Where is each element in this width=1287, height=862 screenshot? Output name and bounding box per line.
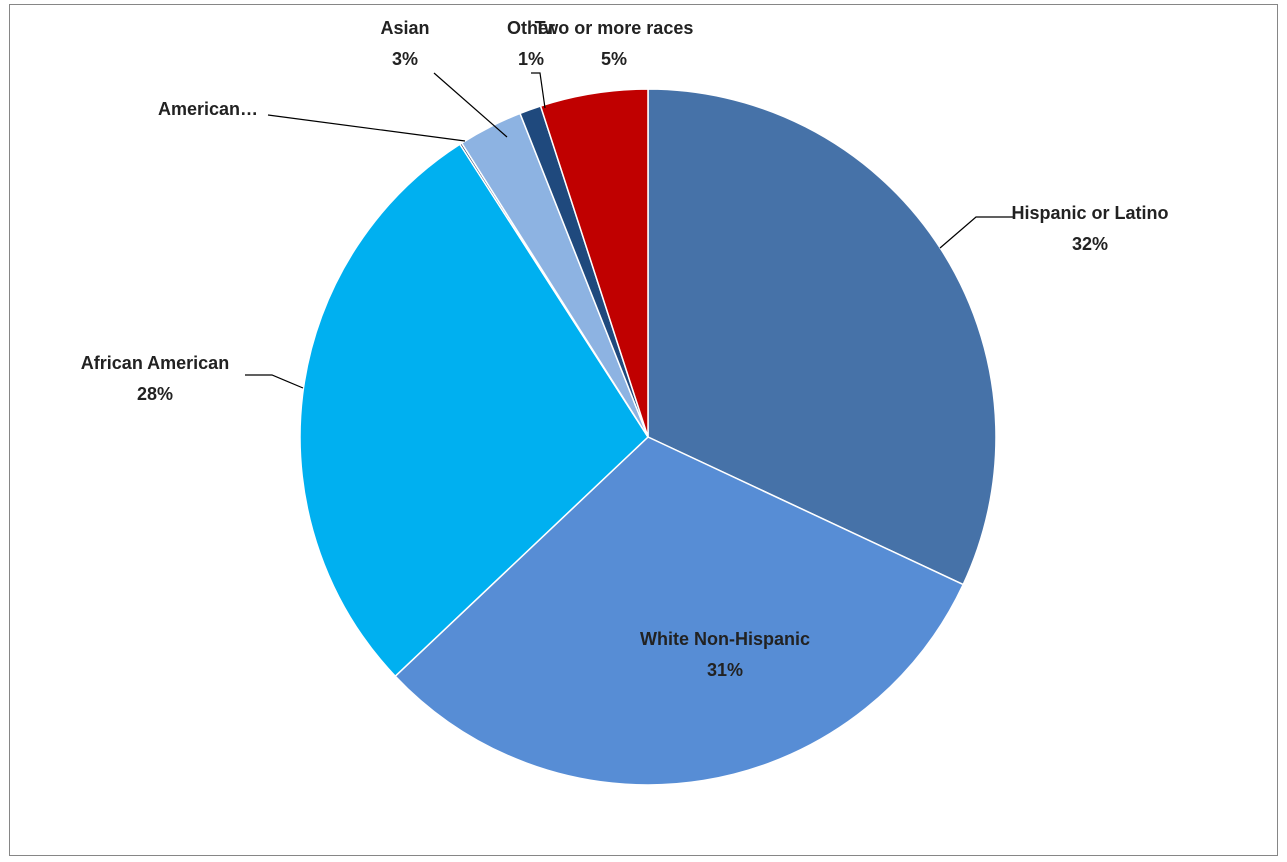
data-label-white-non-hispanic: White Non-Hispanic 31%	[640, 629, 810, 680]
data-label-american: American…	[158, 99, 258, 119]
data-label-other: Other 1%	[507, 18, 555, 69]
pie-slices	[299, 88, 997, 786]
leader-line-asian	[433, 72, 508, 138]
leader-line-american	[267, 114, 466, 142]
chart-area: Hispanic or Latino 32% White Non-Hispanic 3…	[9, 4, 1278, 856]
leader-lines	[245, 72, 1014, 389]
data-label-african-american: African American 28%	[81, 353, 229, 404]
pie-slice-african-american	[299, 143, 649, 678]
leader-line-hispanic-or-latino	[939, 216, 1014, 249]
data-label-asian: Asian 3%	[380, 18, 429, 69]
leader-line-african-american	[245, 374, 304, 389]
pie-slice-hispanic-or-latino	[647, 88, 997, 586]
pie-slice-two-or-more-races	[539, 88, 649, 438]
data-label-hispanic-or-latino: Hispanic or Latino 32%	[1011, 203, 1168, 254]
pie-slice-white-non-hispanic	[394, 436, 965, 786]
data-labels: Hispanic or Latino 32% White Non-Hispanic 3…	[81, 18, 1169, 680]
data-label-two-or-more-races: Two or more races 5%	[535, 18, 694, 69]
pie-chart: Hispanic or Latino 32% White Non-Hispanic 3…	[81, 18, 1169, 786]
leader-line-other	[531, 72, 546, 109]
